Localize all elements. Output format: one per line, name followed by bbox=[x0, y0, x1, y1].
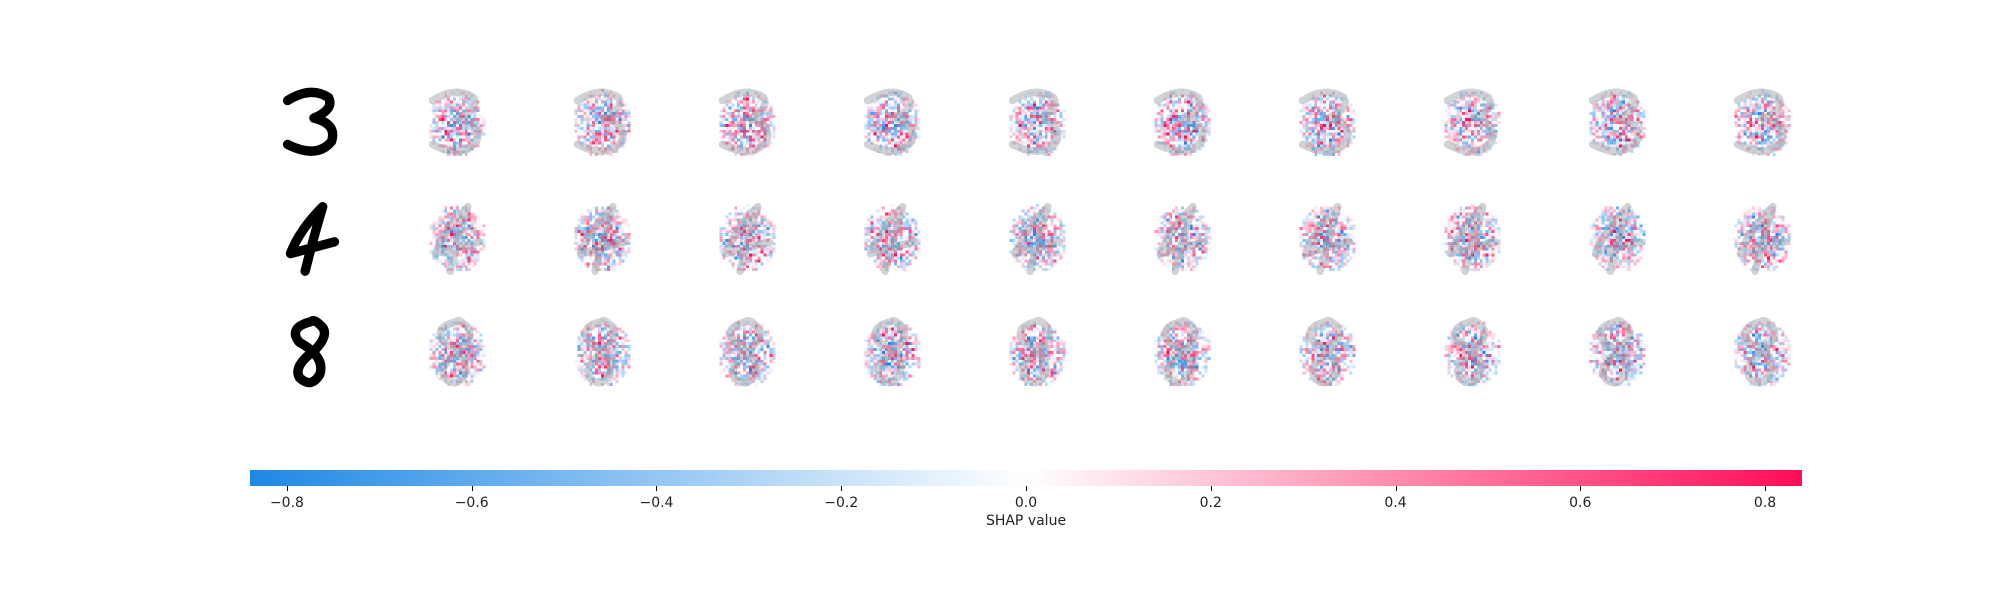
shap-explanation-image bbox=[415, 195, 497, 277]
shap-explanation-image bbox=[415, 310, 497, 392]
colorbar-tick bbox=[1580, 486, 1582, 491]
shap-explanation-image bbox=[850, 310, 932, 392]
colorbar-tick bbox=[286, 486, 288, 491]
colorbar-tick bbox=[1026, 486, 1027, 491]
shap-explanation-image bbox=[1285, 195, 1367, 277]
colorbar-label: SHAP value bbox=[985, 513, 1067, 529]
shap-explanation-image bbox=[415, 80, 497, 162]
shap-explanation-image bbox=[1430, 195, 1512, 277]
colorbar-tick bbox=[1395, 486, 1397, 491]
shap-explanation-image bbox=[705, 310, 787, 392]
colorbar-tick-label: 0.8 bbox=[1753, 495, 1777, 511]
shap-explanation-image bbox=[1575, 310, 1657, 392]
colorbar-tick-label: 0.4 bbox=[1384, 495, 1407, 511]
original-digit-image bbox=[270, 80, 352, 162]
colorbar-tick bbox=[841, 486, 843, 491]
shap-explanation-image bbox=[1720, 195, 1802, 277]
original-digit-image bbox=[270, 310, 352, 392]
shap-explanation-image bbox=[995, 80, 1077, 162]
colorbar-tick-label: 0.0 bbox=[1014, 495, 1038, 511]
shap-explanation-image bbox=[560, 80, 642, 162]
colorbar-tick-label: 0.2 bbox=[1199, 495, 1222, 511]
shap-explanation-image bbox=[1430, 80, 1512, 162]
shap-explanation-image bbox=[1720, 80, 1802, 162]
colorbar-axis: −0.8 −0.6 −0.4 −0.2 0.0 0.2 0.4 0.6 0.8 bbox=[250, 486, 1802, 526]
shap-explanation-image bbox=[560, 310, 642, 392]
colorbar-tick-label: −0.2 bbox=[824, 495, 859, 511]
shap-explanation-image bbox=[1575, 195, 1657, 277]
shap-explanation-image bbox=[1285, 310, 1367, 392]
shap-explanation-image bbox=[995, 195, 1077, 277]
shap-explanation-image bbox=[1430, 310, 1512, 392]
shap-explanation-image bbox=[850, 195, 932, 277]
shap-explanation-image bbox=[995, 310, 1077, 392]
shap-explanation-image bbox=[705, 80, 787, 162]
shap-explanation-image bbox=[1140, 310, 1222, 392]
colorbar-tick bbox=[1765, 486, 1767, 491]
shap-explanation-image bbox=[1140, 80, 1222, 162]
colorbar-tick bbox=[656, 486, 658, 491]
shap-explanation-image bbox=[1140, 195, 1222, 277]
colorbar-tick bbox=[1210, 486, 1212, 491]
shap-explanation-image bbox=[1720, 310, 1802, 392]
colorbar-tick-label: −0.4 bbox=[639, 495, 674, 511]
shap-explanation-image bbox=[1575, 80, 1657, 162]
colorbar-tick-label: −0.8 bbox=[269, 495, 304, 511]
shap-colorbar bbox=[250, 470, 1802, 486]
colorbar-tick-label: 0.6 bbox=[1569, 495, 1592, 511]
colorbar-tick bbox=[471, 486, 473, 491]
shap-explanation-image bbox=[1285, 80, 1367, 162]
shap-explanation-image bbox=[705, 195, 787, 277]
colorbar-tick-label: −0.6 bbox=[454, 495, 489, 511]
shap-explanation-image bbox=[850, 80, 932, 162]
shap-explanation-image bbox=[560, 195, 642, 277]
original-digit-image bbox=[270, 195, 352, 277]
